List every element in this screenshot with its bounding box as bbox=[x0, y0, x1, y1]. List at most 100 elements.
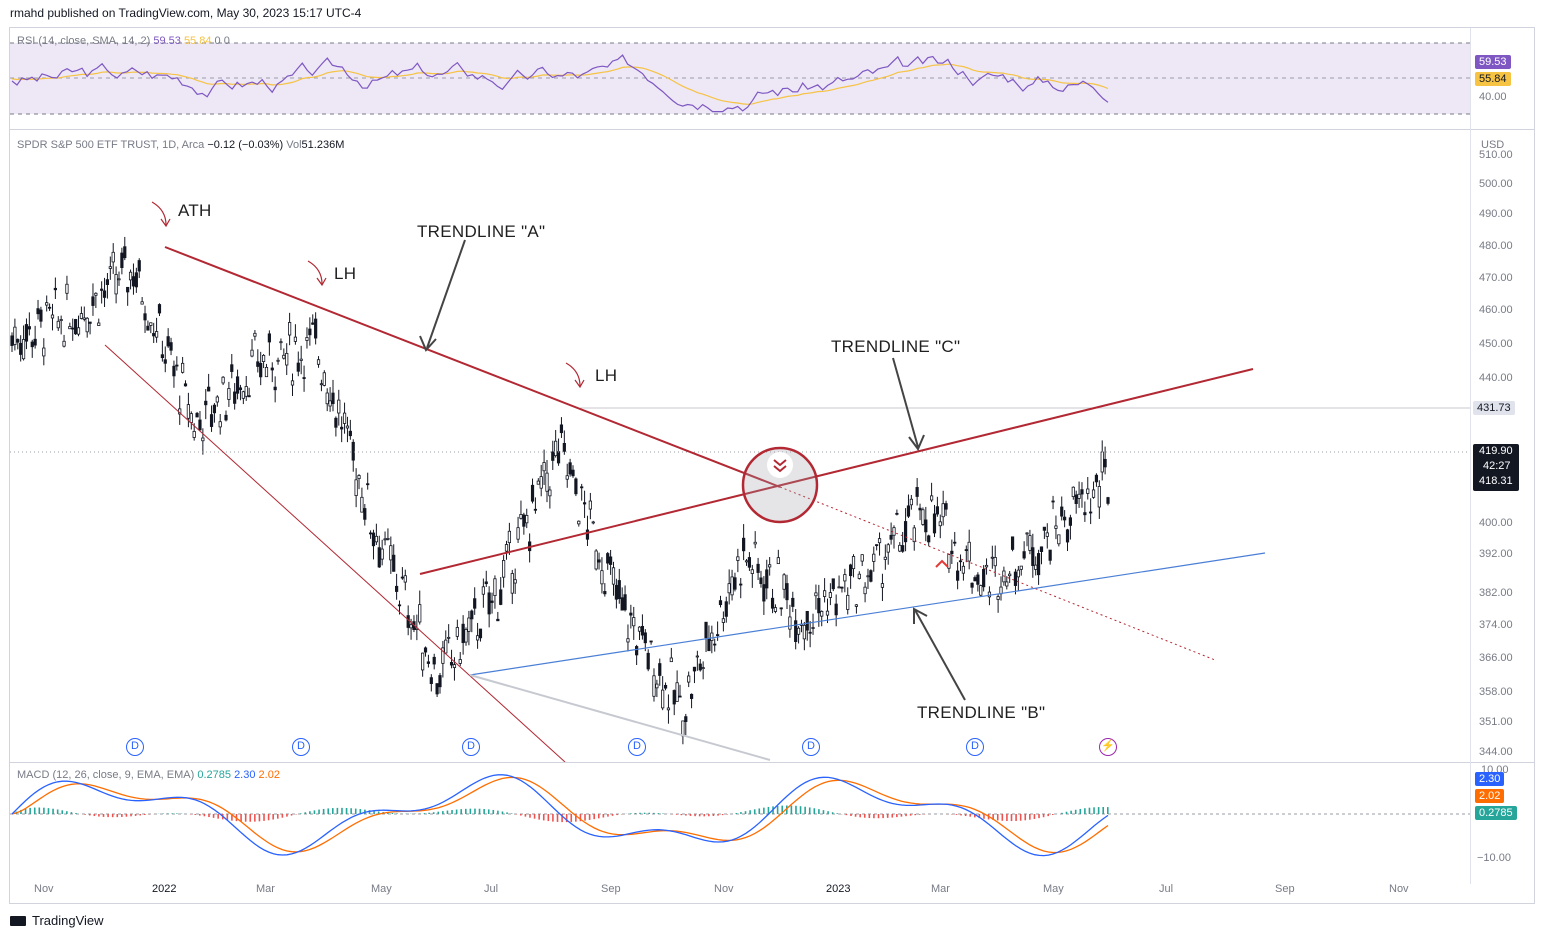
candle-body bbox=[1022, 551, 1026, 559]
candle-body bbox=[687, 675, 691, 683]
rsi-pane[interactable] bbox=[0, 28, 1545, 129]
candle-body bbox=[979, 585, 983, 596]
candle-body bbox=[1025, 532, 1029, 535]
candle-body bbox=[582, 502, 587, 505]
candle-body bbox=[207, 386, 211, 392]
price-legend[interactable]: SPDR S&P 500 ETF TRUST, 1D, Arca −0.12 (… bbox=[17, 139, 344, 151]
double-chevron-down-icon bbox=[773, 459, 787, 473]
candle-body bbox=[1071, 486, 1075, 497]
candle-body bbox=[562, 442, 566, 452]
candle-body bbox=[733, 577, 737, 590]
macd-histogram-bar bbox=[304, 812, 307, 814]
candle-body bbox=[59, 319, 63, 321]
macd-histogram-bar bbox=[616, 814, 618, 816]
candle-body bbox=[877, 538, 882, 544]
earnings-flash-icon[interactable]: ⚡ bbox=[1099, 738, 1117, 756]
macd-histogram-bar bbox=[813, 808, 816, 814]
price-pane[interactable] bbox=[0, 130, 1545, 762]
candle-body bbox=[42, 347, 46, 357]
candle-body bbox=[773, 607, 778, 612]
dividend-marker-icon[interactable]: D bbox=[126, 738, 144, 756]
candle-body bbox=[1080, 489, 1084, 495]
candle-body bbox=[692, 666, 697, 672]
candle-body bbox=[744, 560, 749, 563]
candle-body bbox=[39, 309, 43, 322]
macd-histogram-bar bbox=[763, 807, 765, 814]
candle-body bbox=[1063, 516, 1067, 521]
macd-histogram-bar bbox=[845, 814, 848, 816]
macd-histogram-bar bbox=[579, 814, 582, 822]
candle-body bbox=[536, 480, 540, 485]
candle-body bbox=[340, 426, 344, 430]
macd-histogram-bar bbox=[996, 814, 999, 821]
candle-body bbox=[331, 392, 335, 405]
trendline-a-extension bbox=[779, 486, 1216, 661]
candle-body bbox=[88, 321, 92, 324]
candle-body bbox=[1048, 549, 1052, 561]
candle-body bbox=[470, 610, 474, 620]
candle-body bbox=[629, 612, 633, 616]
candle-body bbox=[1094, 474, 1099, 483]
candle-body bbox=[530, 484, 535, 502]
candle-body bbox=[169, 342, 173, 351]
macd-histogram-bar bbox=[148, 814, 151, 815]
macd-histogram-bar bbox=[717, 814, 719, 816]
candle-body bbox=[218, 421, 222, 428]
candle-body bbox=[661, 689, 665, 709]
candle-body bbox=[36, 308, 40, 315]
candle-body bbox=[238, 387, 243, 391]
footer-brand[interactable]: TradingView bbox=[10, 913, 104, 928]
candle-body bbox=[395, 585, 399, 592]
candle-body bbox=[1016, 569, 1020, 578]
macd-pane[interactable] bbox=[0, 763, 1545, 883]
dividend-marker-icon[interactable]: D bbox=[628, 738, 646, 756]
rsi-legend-name: RSI (14, close, SMA, 14, 2) bbox=[17, 35, 151, 47]
candle-body bbox=[632, 617, 636, 627]
dividend-marker-icon[interactable]: D bbox=[802, 738, 820, 756]
candle-body bbox=[929, 495, 934, 501]
candle-body bbox=[846, 594, 850, 610]
caret-up-icon bbox=[935, 559, 949, 568]
candle-body bbox=[999, 586, 1003, 595]
macd-histogram-bar bbox=[176, 813, 178, 814]
macd-legend[interactable]: MACD (12, 26, close, 9, EMA, EMA) 0.2785… bbox=[17, 769, 280, 781]
macd-pane-separator bbox=[10, 762, 1534, 763]
candle-body bbox=[721, 618, 725, 623]
macd-histogram-bar bbox=[662, 813, 664, 814]
candle-body bbox=[585, 529, 590, 540]
price-tick-label: 480.00 bbox=[1479, 240, 1513, 252]
macd-histogram-bar bbox=[327, 808, 330, 814]
candle-body bbox=[244, 386, 248, 397]
macd-histogram-bar bbox=[561, 814, 563, 823]
candle-body bbox=[209, 414, 214, 427]
rsi-legend[interactable]: RSI (14, close, SMA, 14, 2) 59.53 55.84 … bbox=[17, 35, 230, 47]
candle-body bbox=[548, 489, 552, 497]
macd-histogram-bar bbox=[437, 811, 440, 814]
macd-histogram-bar bbox=[501, 811, 504, 814]
candle-body bbox=[921, 509, 925, 525]
macd-histogram-bar bbox=[744, 811, 747, 814]
macd-histogram-bar bbox=[643, 812, 646, 814]
dividend-marker-icon[interactable]: D bbox=[462, 738, 480, 756]
time-tick-label: Nov bbox=[714, 883, 734, 895]
time-tick-label: Jul bbox=[1159, 883, 1174, 895]
candle-body bbox=[779, 607, 783, 610]
macd-histogram-bar bbox=[795, 805, 797, 814]
macd-histogram-bar bbox=[203, 814, 206, 817]
candle-body bbox=[366, 483, 370, 486]
candle-body bbox=[976, 574, 980, 585]
candle-body bbox=[970, 582, 974, 588]
candle-body bbox=[267, 333, 271, 343]
candle-body bbox=[487, 592, 491, 615]
macd-histogram-bar bbox=[102, 814, 105, 817]
candle-body bbox=[397, 604, 402, 607]
dividend-marker-icon[interactable]: D bbox=[966, 738, 984, 756]
macd-histogram-bar bbox=[332, 808, 334, 814]
macd-histogram-bar bbox=[478, 808, 481, 814]
candle-body bbox=[834, 603, 838, 616]
candle-body bbox=[730, 576, 734, 596]
macd-histogram-bar bbox=[611, 814, 614, 816]
macd-histogram-bar bbox=[758, 808, 761, 814]
dividend-marker-icon[interactable]: D bbox=[292, 738, 310, 756]
trend-c-pointer bbox=[892, 357, 919, 448]
